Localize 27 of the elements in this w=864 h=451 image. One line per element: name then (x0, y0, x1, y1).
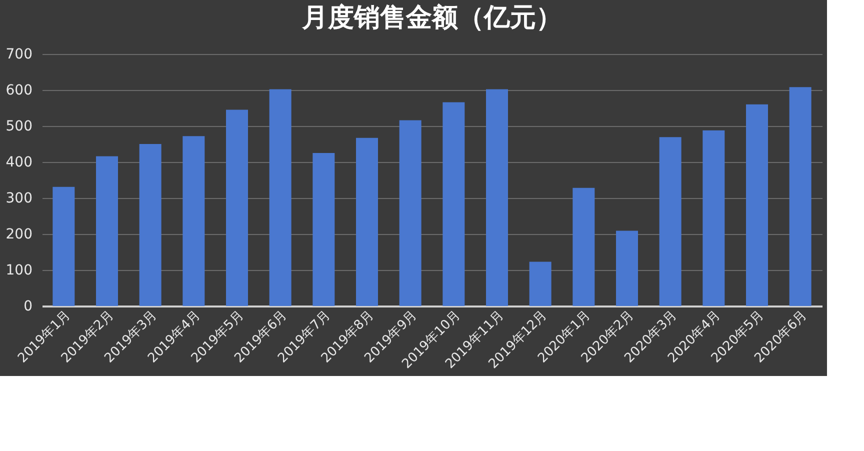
bar (789, 87, 812, 306)
y-tick-label: 0 (24, 298, 32, 314)
bar (572, 188, 595, 306)
y-tick-label: 700 (6, 46, 32, 62)
y-tick-label: 400 (6, 154, 32, 170)
bar (442, 102, 465, 306)
chart-title: 月度销售金额（亿元） (301, 3, 562, 33)
bar (702, 130, 725, 306)
bar (356, 138, 378, 306)
y-tick-label: 500 (6, 118, 32, 134)
bar (52, 186, 75, 306)
bar (659, 137, 682, 306)
bar (616, 230, 638, 306)
bar (226, 110, 248, 306)
bar (312, 153, 335, 306)
bar (96, 156, 118, 306)
bar (399, 120, 422, 306)
y-tick-label: 200 (6, 226, 32, 242)
y-tick-label: 600 (6, 82, 32, 98)
bar (529, 262, 552, 306)
bar (269, 89, 292, 306)
bar (746, 104, 768, 306)
y-tick-label: 100 (6, 262, 32, 278)
bar (139, 144, 162, 306)
bar (486, 89, 508, 306)
bar (182, 136, 205, 306)
y-tick-label: 300 (6, 190, 32, 206)
